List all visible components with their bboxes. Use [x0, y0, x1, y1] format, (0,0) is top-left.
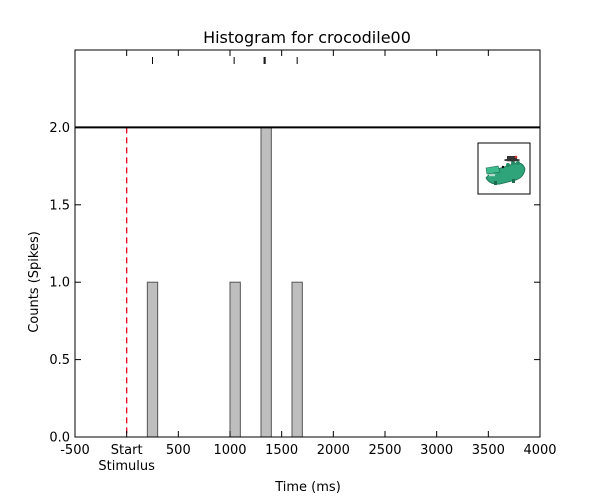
- crocodile-inset: [477, 142, 531, 195]
- x-tick-label: 3500: [472, 443, 505, 458]
- x-tick-sublabel: Stimulus: [98, 459, 155, 474]
- x-tick-label: -500: [60, 443, 90, 458]
- histogram-bar: [146, 281, 159, 438]
- x-tick-label: Start: [111, 443, 143, 458]
- chart-title: Histogram for crocodile00: [203, 28, 411, 47]
- histogram-bar: [291, 281, 303, 438]
- x-tick-label: 500: [166, 443, 191, 458]
- histogram-bar: [229, 281, 241, 438]
- plot-frame: [74, 49, 541, 438]
- x-tick-label: 2500: [368, 443, 401, 458]
- x-tick-label: 2000: [317, 443, 350, 458]
- x-tick-label: 3000: [420, 443, 453, 458]
- x-tick-label: 1500: [265, 443, 298, 458]
- y-tick-label: 1.5: [49, 198, 70, 213]
- y-tick-label: 0.5: [49, 353, 70, 368]
- crocodile-icon: [485, 155, 526, 185]
- histogram-bar: [260, 126, 272, 438]
- y-tick-label: 1.0: [49, 276, 70, 291]
- x-axis-label: Time (ms): [274, 480, 341, 495]
- y-tick-label: 0.0: [49, 431, 70, 446]
- x-tick-label: 4000: [523, 443, 556, 458]
- y-tick-label: 2.0: [49, 121, 70, 136]
- x-tick-label: 1000: [213, 443, 246, 458]
- plot-area: -500 Start 500 1000 1500 2000 2500 3000 3500 4000…: [49, 49, 557, 474]
- y-axis-label: Counts (Spikes): [27, 231, 42, 333]
